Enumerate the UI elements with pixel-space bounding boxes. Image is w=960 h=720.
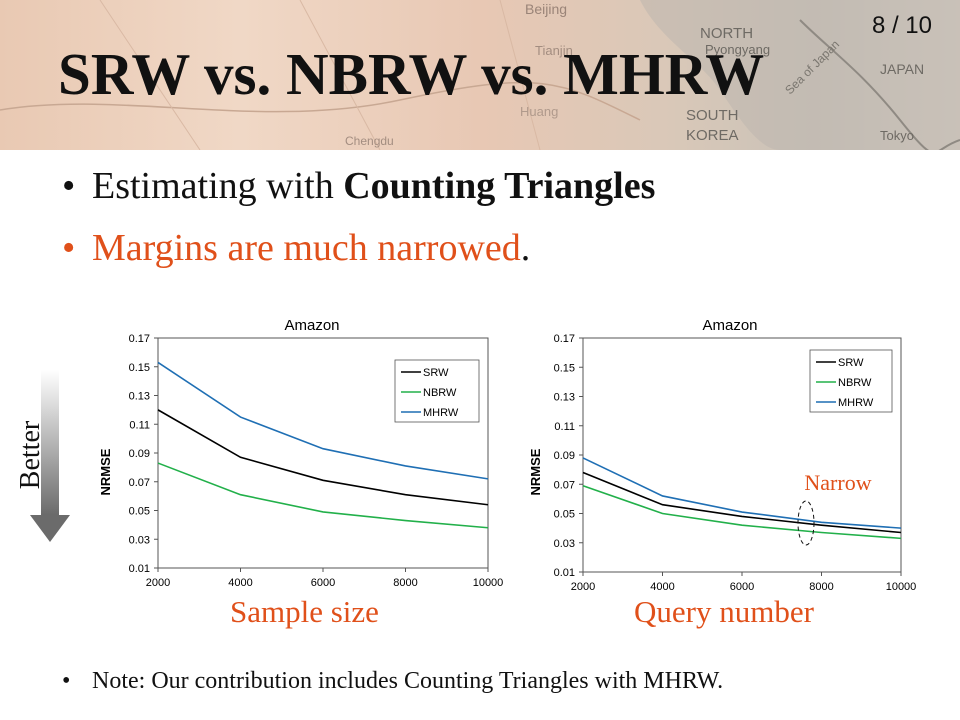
map-label: Beijing xyxy=(525,1,567,17)
y-tick-label: 0.07 xyxy=(129,477,150,489)
y-tick-label: 0.15 xyxy=(554,362,575,374)
y-tick-label: 0.01 xyxy=(554,567,575,579)
map-label: KOREA xyxy=(686,127,739,144)
bullet-dot-icon: • xyxy=(62,227,76,269)
y-tick-label: 0.17 xyxy=(554,333,575,345)
y-tick-label: 0.11 xyxy=(129,419,150,431)
bullet-margins: • Margins are much narrowed. xyxy=(62,226,530,270)
map-label: Tianjin xyxy=(535,43,573,58)
y-tick-label: 0.15 xyxy=(129,362,150,374)
narrow-annotation: Narrow xyxy=(804,470,871,495)
chart-title: Amazon xyxy=(284,317,339,334)
x-tick-label: 8000 xyxy=(809,581,833,593)
x-tick-label: 6000 xyxy=(311,577,335,589)
bullet-dot-icon: • xyxy=(62,165,76,207)
bullet-suffix: . xyxy=(520,227,531,269)
x-tick-label: 4000 xyxy=(650,581,674,593)
legend-label: NBRW xyxy=(423,387,457,399)
y-tick-label: 0.05 xyxy=(129,506,150,518)
y-tick-label: 0.13 xyxy=(554,392,575,404)
map-label: Tokyo xyxy=(880,128,914,143)
footnote: • Note: Our contribution includes Countin… xyxy=(62,668,723,695)
map-label: NORTH xyxy=(700,25,753,42)
bullet-text: Margins are much narrowed xyxy=(92,227,521,269)
better-label: Better xyxy=(15,420,46,490)
chart-sample-size: Amazon NRMSE 0.01 0.03 0.05 0.07 0.09 0.11 0.1… xyxy=(98,317,504,589)
y-axis-label: NRMSE xyxy=(528,448,543,495)
bullet-dot-icon: • xyxy=(62,668,71,694)
legend-label: NBRW xyxy=(838,377,872,389)
series-line-nbrw xyxy=(157,462,489,529)
chart-title: Amazon xyxy=(702,317,757,334)
better-arrow-icon xyxy=(30,370,70,542)
legend-label: MHRW xyxy=(838,397,874,409)
series-line-mhrw xyxy=(582,457,902,529)
bullet-text: Estimating with xyxy=(92,165,344,207)
x-tick-label: 2000 xyxy=(571,581,595,593)
header-map-image: Beijing Tianjin NORTH Pyongyang SOUTH KO… xyxy=(0,0,960,150)
series-line-srw xyxy=(582,471,902,534)
header-banner: Beijing Tianjin NORTH Pyongyang SOUTH KO… xyxy=(0,0,960,150)
map-label: Chengdu xyxy=(345,134,394,148)
y-tick-label: 0.13 xyxy=(129,391,150,403)
x-tick-label: 2000 xyxy=(146,577,170,589)
slide-title: SRW vs. NBRW vs. MHRW xyxy=(58,41,765,107)
slide-number: 8 / 10 xyxy=(871,12,932,39)
legend-label: MHRW xyxy=(423,407,459,419)
chart-query-number: Amazon NRMSE 0.01 0.03 0.05 0.07 0.09 0.11 0.1… xyxy=(528,317,917,593)
x-caption-sample-size: Sample size xyxy=(230,594,379,629)
y-tick-label: 0.03 xyxy=(129,534,150,546)
footnote-text: Note: Our contribution includes Counting… xyxy=(92,668,724,694)
y-tick-label: 0.09 xyxy=(554,450,575,462)
legend-label: SRW xyxy=(423,367,449,379)
x-tick-label: 10000 xyxy=(473,577,504,589)
map-label: Pyongyang xyxy=(705,42,770,57)
y-tick-label: 0.09 xyxy=(129,448,150,460)
y-tick-label: 0.07 xyxy=(554,479,575,491)
x-tick-label: 4000 xyxy=(228,577,252,589)
map-label: SOUTH xyxy=(686,107,739,124)
bullet-bold-text: Counting Triangles xyxy=(343,165,656,207)
series-line-mhrw xyxy=(157,361,489,480)
legend-label: SRW xyxy=(838,357,864,369)
y-tick-label: 0.11 xyxy=(554,421,575,433)
x-caption-query-number: Query number xyxy=(634,594,814,629)
series-line-srw xyxy=(157,409,489,506)
map-label: JAPAN xyxy=(880,61,924,77)
x-tick-label: 6000 xyxy=(730,581,754,593)
x-tick-label: 10000 xyxy=(886,581,917,593)
narrow-highlight-ellipse xyxy=(797,500,815,546)
x-tick-label: 8000 xyxy=(393,577,417,589)
y-tick-label: 0.01 xyxy=(129,563,150,575)
y-tick-label: 0.05 xyxy=(554,509,575,521)
y-axis-label: NRMSE xyxy=(98,448,113,495)
y-tick-label: 0.03 xyxy=(554,538,575,550)
y-tick-label: 0.17 xyxy=(129,333,150,345)
series-line-nbrw xyxy=(582,484,902,540)
map-label: Huang xyxy=(520,104,558,119)
bullet-counting-triangles: • Estimating with Counting Triangles xyxy=(62,164,655,208)
